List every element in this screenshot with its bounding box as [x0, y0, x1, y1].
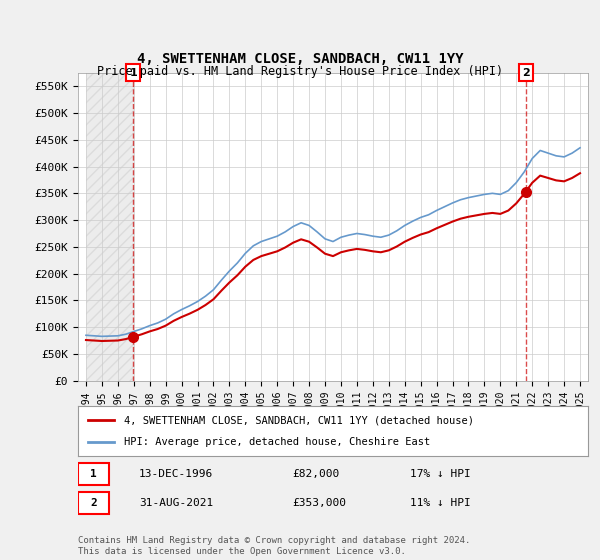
Text: 4, SWETTENHAM CLOSE, SANDBACH, CW11 1YY (detached house): 4, SWETTENHAM CLOSE, SANDBACH, CW11 1YY … — [124, 415, 474, 425]
FancyBboxPatch shape — [78, 463, 109, 485]
Text: £353,000: £353,000 — [292, 498, 346, 508]
FancyBboxPatch shape — [78, 492, 109, 514]
Text: Price paid vs. HM Land Registry's House Price Index (HPI): Price paid vs. HM Land Registry's House … — [97, 65, 503, 78]
Text: £82,000: £82,000 — [292, 469, 340, 479]
Text: 13-DEC-1996: 13-DEC-1996 — [139, 469, 214, 479]
Text: 1: 1 — [129, 68, 137, 78]
Text: Contains HM Land Registry data © Crown copyright and database right 2024.
This d: Contains HM Land Registry data © Crown c… — [78, 536, 470, 556]
Text: 2: 2 — [523, 68, 530, 78]
Text: 4, SWETTENHAM CLOSE, SANDBACH, CW11 1YY: 4, SWETTENHAM CLOSE, SANDBACH, CW11 1YY — [137, 52, 463, 66]
Text: HPI: Average price, detached house, Cheshire East: HPI: Average price, detached house, Ches… — [124, 437, 430, 447]
Text: 17% ↓ HPI: 17% ↓ HPI — [409, 469, 470, 479]
Text: 2: 2 — [90, 498, 97, 508]
Text: 31-AUG-2021: 31-AUG-2021 — [139, 498, 214, 508]
Text: 11% ↓ HPI: 11% ↓ HPI — [409, 498, 470, 508]
Text: 1: 1 — [90, 469, 97, 479]
